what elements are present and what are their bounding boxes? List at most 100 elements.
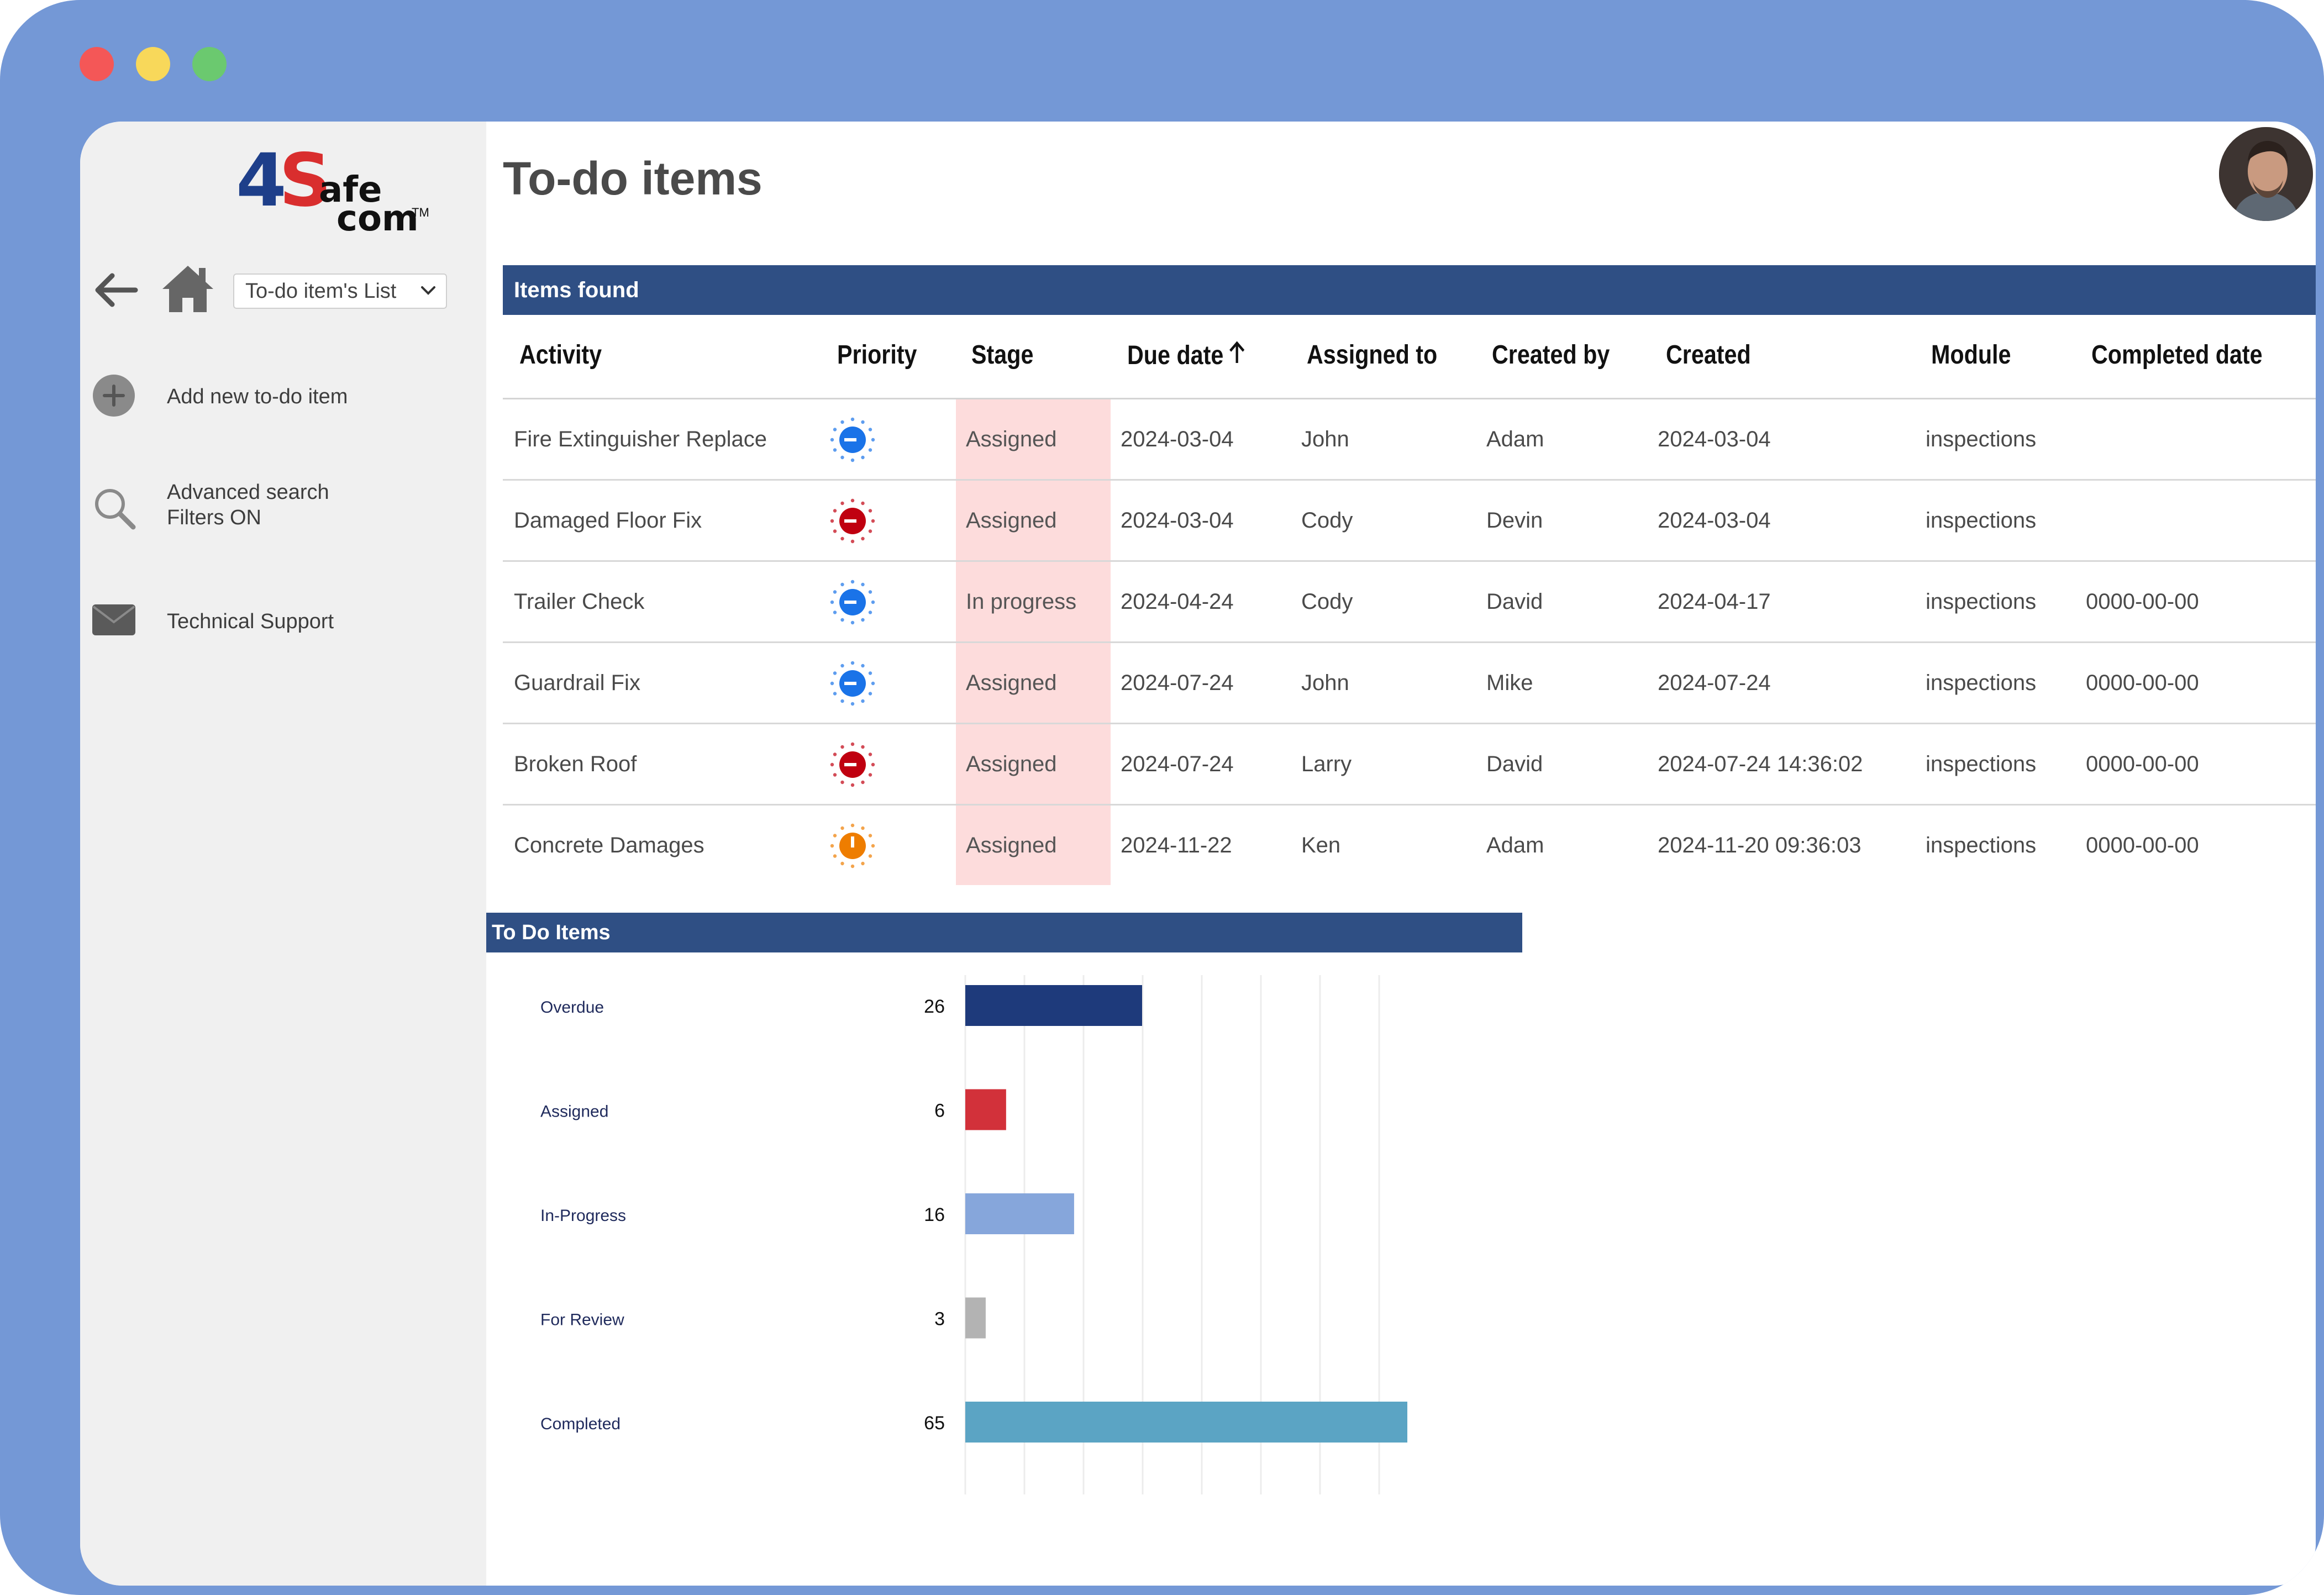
logo-s: S xyxy=(278,138,332,223)
advanced-search-label: Advanced search xyxy=(167,481,329,504)
cell-created: 2024-04-17 xyxy=(1658,589,1771,614)
chart-data-label: 16 xyxy=(924,1204,945,1225)
cell-activity: Fire Extinguisher Replace xyxy=(514,427,767,451)
cell-module: inspections xyxy=(1926,833,2037,857)
table-row[interactable]: Assigned Fire Extinguisher Replace 2024-03… xyxy=(503,399,2316,481)
column-header-completed-date[interactable]: Completed date xyxy=(2091,340,2263,370)
chart-data-label: 6 xyxy=(934,1101,945,1122)
priority-low-icon xyxy=(830,580,875,625)
column-header-due-date-label: Due date xyxy=(1127,341,1224,370)
stage-cell: In progress xyxy=(956,562,1111,641)
window-maximize-button[interactable] xyxy=(192,47,227,81)
cell-module: inspections xyxy=(1926,508,2037,533)
user-avatar-image xyxy=(2219,127,2313,221)
back-button[interactable] xyxy=(91,268,141,312)
list-view-select[interactable]: To-do item's List xyxy=(233,273,447,309)
cell-completed: 0000-00-00 xyxy=(2086,671,2199,695)
advanced-search-button[interactable]: Advanced search Filters ON xyxy=(91,480,478,540)
cell-due: 2024-07-24 xyxy=(1121,752,1234,776)
cell-due: 2024-11-22 xyxy=(1121,833,1232,857)
cell-due: 2024-03-04 xyxy=(1121,427,1234,451)
cell-created: 2024-03-04 xyxy=(1658,508,1771,533)
technical-support-label: Technical Support xyxy=(167,610,334,633)
user-avatar[interactable] xyxy=(2219,127,2313,221)
column-header-due-date[interactable]: Due date xyxy=(1127,340,1247,371)
chevron-down-icon xyxy=(421,286,435,295)
search-icon xyxy=(95,489,136,530)
cell-module: inspections xyxy=(1926,427,2037,451)
logo[interactable]: 4S afe com TM xyxy=(236,138,429,239)
sidebar: 4S afe com TM To-do ite xyxy=(80,122,486,1586)
column-header-priority[interactable]: Priority xyxy=(837,340,917,370)
cell-assigned: John xyxy=(1301,427,1349,451)
nav-row: To-do item's List xyxy=(80,262,486,318)
add-new-todo-label: Add new to-do item xyxy=(167,385,348,408)
stage-cell: Assigned xyxy=(956,643,1111,723)
cell-completed: 0000-00-00 xyxy=(2086,833,2199,857)
cell-assigned: Cody xyxy=(1301,589,1353,614)
chart-category-label: Overdue xyxy=(540,998,604,1017)
cell-due: 2024-03-04 xyxy=(1121,508,1234,533)
priority-high-icon xyxy=(830,498,875,544)
chart-category-label: Assigned xyxy=(540,1103,608,1121)
table-row[interactable]: Assigned Guardrail Fix 2024-07-24 John Mike 2… xyxy=(503,643,2316,724)
plus-circle-icon xyxy=(93,375,135,417)
home-button[interactable] xyxy=(160,262,215,315)
chart-bar-assigned[interactable] xyxy=(965,1089,1006,1130)
cell-completed: 0000-00-00 xyxy=(2086,752,2199,776)
table-row[interactable]: Assigned Broken Roof 2024-07-24 Larry David 2… xyxy=(503,724,2316,806)
chart-data-label: 3 xyxy=(934,1309,945,1330)
envelope-icon xyxy=(92,604,135,635)
column-header-stage[interactable]: Stage xyxy=(971,340,1034,370)
cell-assigned: Ken xyxy=(1301,833,1341,857)
priority-high-icon xyxy=(830,742,875,787)
cell-due: 2024-07-24 xyxy=(1121,671,1234,695)
column-header-module[interactable]: Module xyxy=(1931,340,2011,370)
cell-module: inspections xyxy=(1926,752,2037,776)
todo-table: Activity Priority Stage Due date Assigne… xyxy=(503,315,2316,885)
cell-activity: Damaged Floor Fix xyxy=(514,508,702,533)
cell-module: inspections xyxy=(1926,671,2037,695)
table-body: Assigned Fire Extinguisher Replace 2024-03… xyxy=(503,399,2316,885)
add-new-todo-button[interactable]: Add new to-do item xyxy=(91,373,478,423)
table-row[interactable]: Assigned Damaged Floor Fix 2024-03-04 Cody D… xyxy=(503,481,2316,562)
cell-created-by: David xyxy=(1486,752,1543,776)
cell-completed: 0000-00-00 xyxy=(2086,589,2199,614)
table-row[interactable]: In progress Trailer Check 2024-04-24 Cody Da… xyxy=(503,562,2316,643)
items-found-header: Items found xyxy=(503,265,2316,315)
chart-category-label: Completed xyxy=(540,1415,621,1433)
list-view-select-value: To-do item's List xyxy=(245,280,397,303)
technical-support-button[interactable]: Technical Support xyxy=(91,597,478,646)
home-icon xyxy=(162,266,213,312)
cell-assigned: John xyxy=(1301,671,1349,695)
chart-bar-for-review[interactable] xyxy=(965,1297,986,1339)
chart-data-label: 26 xyxy=(924,996,945,1017)
chart-bar-in-progress[interactable] xyxy=(965,1193,1074,1234)
cell-created: 2024-03-04 xyxy=(1658,427,1771,451)
priority-low-icon xyxy=(830,417,875,462)
chart-bar-overdue[interactable] xyxy=(965,985,1142,1026)
column-header-created-by[interactable]: Created by xyxy=(1492,340,1610,370)
table-header: Activity Priority Stage Due date Assigne… xyxy=(503,315,2316,399)
column-header-assigned-to[interactable]: Assigned to xyxy=(1307,340,1438,370)
logo-com: com xyxy=(336,198,419,239)
filters-status-label: Filters ON xyxy=(167,506,261,529)
column-header-created[interactable]: Created xyxy=(1666,340,1751,370)
chart-bar-completed[interactable] xyxy=(965,1402,1407,1443)
table-row[interactable]: Assigned Concrete Damages 2024-11-22 Ken Ada… xyxy=(503,806,2316,885)
window-minimize-button[interactable] xyxy=(136,47,170,81)
main-content: To-do items Items found Activity Priorit… xyxy=(486,122,2316,1586)
cell-activity: Trailer Check xyxy=(514,589,645,614)
stage-cell: Assigned xyxy=(956,724,1111,804)
cell-activity: Guardrail Fix xyxy=(514,671,640,695)
column-header-activity[interactable]: Activity xyxy=(519,340,602,370)
cell-created-by: Adam xyxy=(1486,427,1544,451)
logo-tm: TM xyxy=(412,206,429,219)
window-close-button[interactable] xyxy=(80,47,114,81)
todo-chart-header: To Do Items xyxy=(486,913,1522,952)
logo-afe: afe xyxy=(319,170,382,210)
chart-category-label: For Review xyxy=(540,1311,624,1329)
logo-four: 4 xyxy=(236,138,287,223)
stage-cell: Assigned xyxy=(956,806,1111,885)
